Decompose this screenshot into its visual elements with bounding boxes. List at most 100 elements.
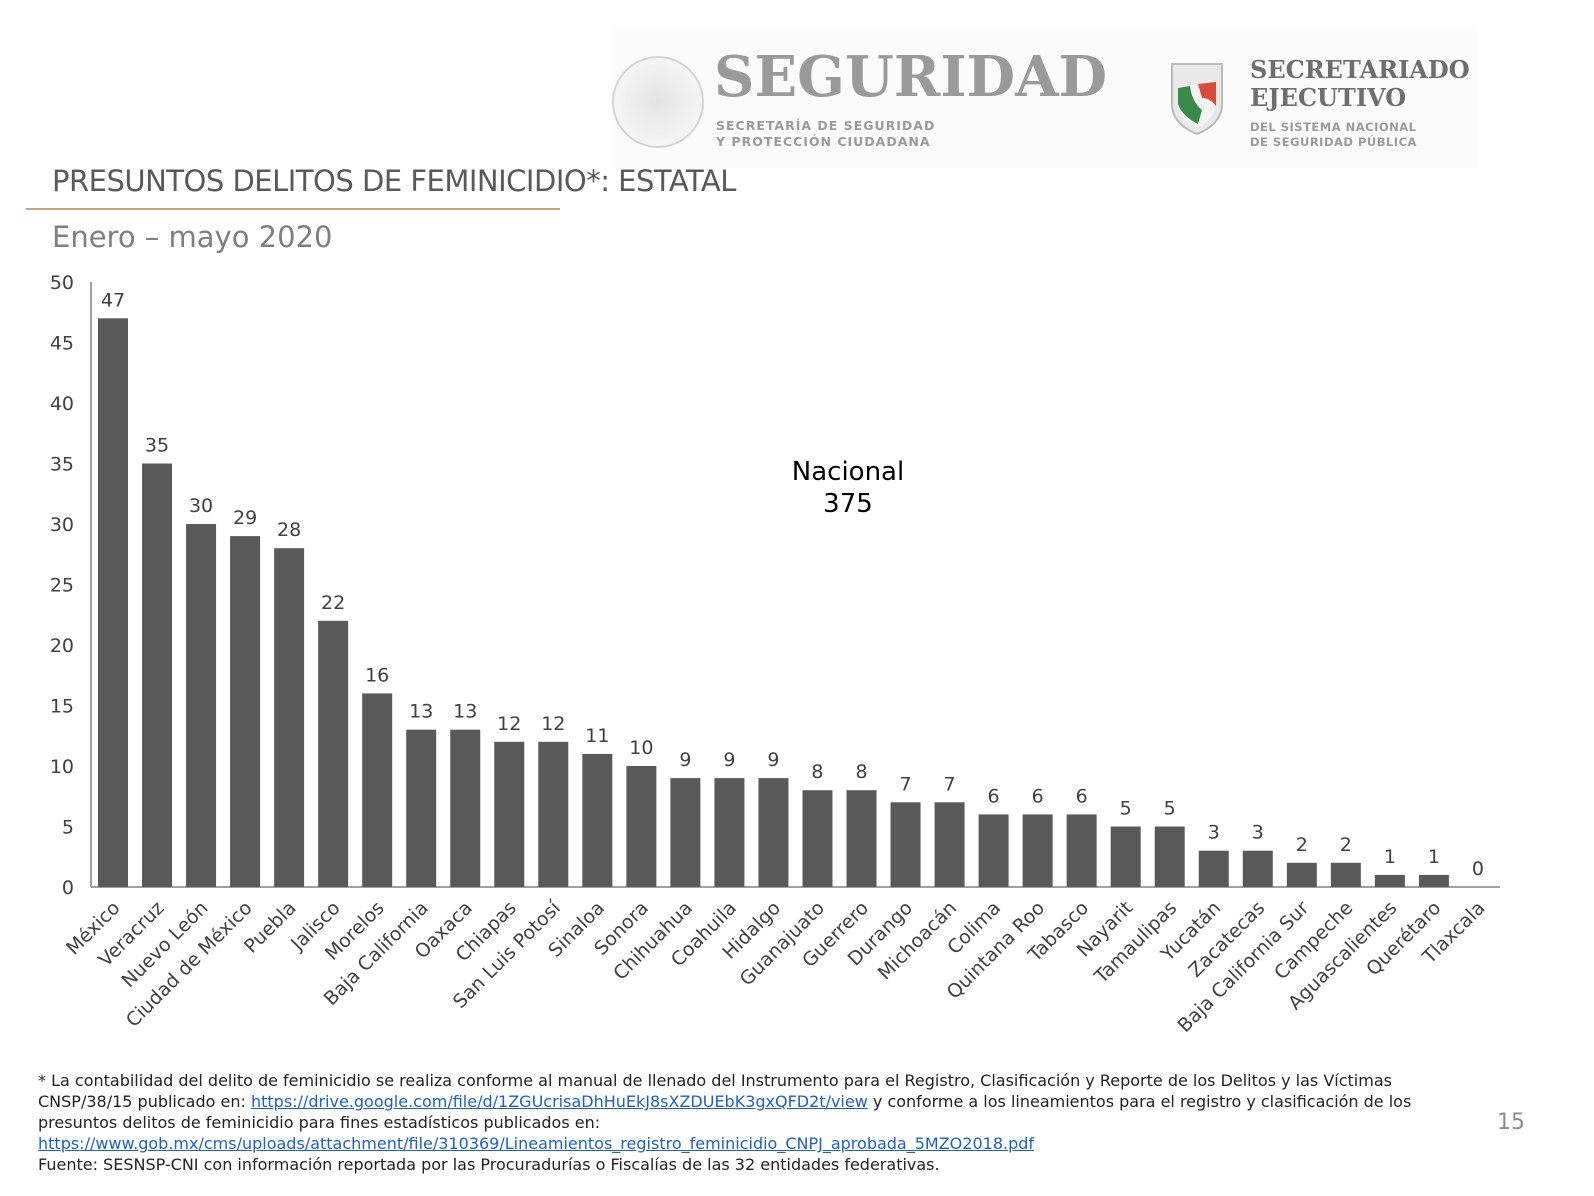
bar (318, 620, 349, 887)
footnote: * La contabilidad del delito de feminici… (38, 1070, 1458, 1175)
data-label: 22 (321, 592, 345, 614)
y-tick-label: 10 (50, 756, 74, 778)
bar (934, 802, 965, 887)
bar (626, 766, 657, 887)
secretariado-title-line1: SECRETARIADO (1250, 55, 1470, 84)
page-number: 15 (1497, 1110, 1525, 1135)
data-label: 6 (988, 785, 1000, 807)
data-label: 9 (679, 749, 691, 771)
footnote-text-1: * La contabilidad del delito de feminici… (38, 1071, 1392, 1111)
y-tick-label: 30 (50, 514, 74, 536)
sesnsp-shield-logo (1171, 63, 1223, 136)
data-label: 3 (1252, 822, 1264, 844)
bar (758, 778, 789, 887)
secretariado-title-line2: EJECUTIVO (1250, 83, 1407, 112)
y-tick-label: 25 (50, 575, 74, 597)
bar (406, 729, 437, 887)
data-label: 7 (944, 773, 956, 795)
data-label: 28 (277, 519, 301, 541)
bar (714, 778, 745, 887)
seguridad-logo-title: SEGURIDAD (714, 44, 1108, 110)
bar (1066, 814, 1097, 887)
y-tick-label: 35 (50, 454, 74, 476)
data-label: 3 (1208, 822, 1220, 844)
bar (362, 693, 393, 887)
y-tick-label: 45 (50, 333, 74, 355)
bar (1022, 814, 1053, 887)
bar (98, 318, 128, 887)
bar (846, 790, 877, 887)
bar (494, 741, 525, 887)
data-label: 9 (767, 749, 779, 771)
data-label: 47 (101, 289, 125, 311)
header-logos: SEGURIDAD SECRETARÍA DE SEGURIDAD Y PROT… (612, 30, 1478, 168)
bar (1198, 850, 1229, 887)
data-label: 5 (1164, 798, 1176, 820)
bar (1418, 874, 1449, 887)
y-tick-label: 50 (50, 272, 74, 294)
bar (1330, 862, 1361, 887)
data-label: 6 (1032, 785, 1044, 807)
bar (186, 524, 217, 887)
title-divider (26, 208, 560, 210)
seguridad-subtitle-line1: SECRETARÍA DE SEGURIDAD (716, 118, 936, 133)
data-label: 8 (855, 761, 867, 783)
data-label: 35 (145, 435, 169, 457)
bar (978, 814, 1009, 887)
bar (142, 463, 173, 887)
mexican-seal-logo (612, 56, 704, 148)
data-label: 13 (453, 701, 477, 723)
bar (450, 729, 481, 887)
data-label: 16 (365, 664, 389, 686)
data-label: 9 (723, 749, 735, 771)
data-label: 1 (1428, 846, 1440, 868)
bar (670, 778, 701, 887)
national-label: Nacional (791, 457, 905, 487)
data-label: 12 (541, 713, 565, 735)
data-label: 6 (1076, 785, 1088, 807)
page-title: PRESUNTOS DELITOS DE FEMINICIDIO*: ESTAT… (52, 164, 736, 198)
seguridad-logo-subtitle: SECRETARÍA DE SEGURIDAD Y PROTECCIÓN CIU… (716, 118, 935, 150)
national-total-annotation: Nacional 375 (748, 456, 948, 520)
bar (802, 790, 833, 887)
bar (1242, 850, 1273, 887)
secretariado-subtitle-line2: DE SEGURIDAD PÚBLICA (1250, 135, 1417, 149)
y-tick-label: 5 (62, 817, 74, 839)
page-subtitle: Enero – mayo 2020 (52, 220, 333, 254)
bar (1110, 826, 1141, 887)
secretariado-logo-subtitle: DEL SISTEMA NACIONAL DE SEGURIDAD PÚBLIC… (1250, 120, 1417, 150)
bar (1374, 874, 1405, 887)
bar (274, 548, 305, 887)
y-tick-label: 15 (50, 696, 74, 718)
y-tick-label: 0 (62, 877, 74, 899)
y-tick-label: 20 (50, 635, 74, 657)
bar-chart: 0510152025303540455047México35Veracruz30… (50, 272, 1500, 1037)
data-label: 0 (1472, 858, 1484, 880)
data-label: 8 (811, 761, 823, 783)
footnote-link-lineamientos[interactable]: https://www.gob.mx/cms/uploads/attachmen… (38, 1134, 1035, 1153)
footnote-link-manual[interactable]: https://drive.google.com/file/d/1ZGUcris… (250, 1092, 868, 1111)
data-label: 12 (497, 713, 521, 735)
data-label: 10 (629, 737, 653, 759)
bar (538, 741, 569, 887)
bar (1286, 862, 1317, 887)
seguridad-subtitle-line2: Y PROTECCIÓN CIUDADANA (716, 134, 931, 149)
data-label: 29 (233, 507, 257, 529)
bar (1154, 826, 1185, 887)
data-label: 30 (189, 495, 213, 517)
data-label: 2 (1340, 834, 1352, 856)
data-label: 7 (899, 773, 911, 795)
data-label: 13 (409, 701, 433, 723)
national-value: 375 (823, 489, 873, 519)
bar (230, 536, 261, 887)
bar (582, 753, 613, 887)
y-tick-label: 40 (50, 393, 74, 415)
secretariado-subtitle-line1: DEL SISTEMA NACIONAL (1250, 120, 1417, 134)
data-label: 2 (1296, 834, 1308, 856)
bar (890, 802, 921, 887)
data-label: 1 (1384, 846, 1396, 868)
data-label: 5 (1120, 798, 1132, 820)
footnote-source: Fuente: SESNSP-CNI con información repor… (38, 1155, 940, 1174)
data-label: 11 (585, 725, 609, 747)
footnote-text-2: y conforme a los lineamientos para el re… (38, 1092, 1412, 1132)
